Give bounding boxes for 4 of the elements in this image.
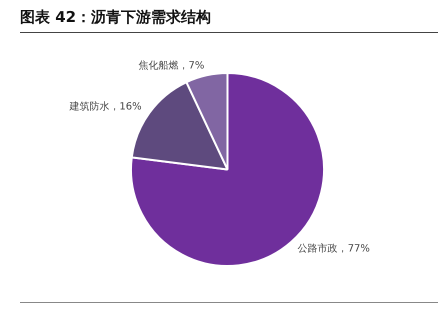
slice-label: 公路市政，77% bbox=[298, 242, 370, 255]
slice-label: 建筑防水，16% bbox=[68, 100, 142, 113]
slice-label: 焦化船燃，7% bbox=[138, 60, 204, 72]
chart-title: 图表 42：沥青下游需求结构 bbox=[20, 8, 438, 33]
